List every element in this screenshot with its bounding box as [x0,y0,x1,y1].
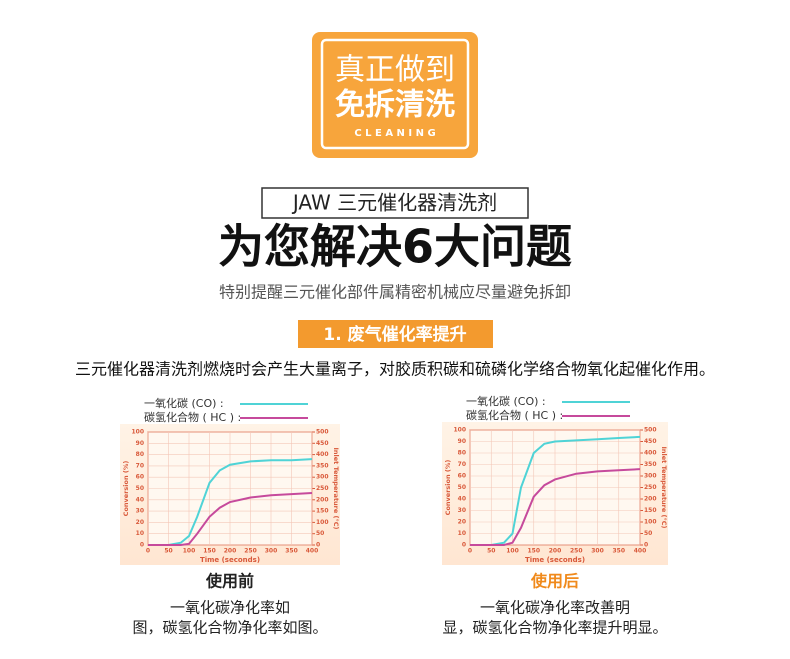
x-tick-label: 300 [265,548,278,555]
x-tick-label: 50 [164,548,172,555]
x-tick-label: 0 [146,548,150,555]
x-tick-label: 100 [506,548,519,555]
y-tick-label: 10 [458,530,466,537]
line-series [470,435,641,546]
x-tick-label: 400 [634,548,647,555]
y2-tick-label: 450 [644,438,657,445]
y2-tick-label: 150 [644,507,657,514]
x-tick-label: 400 [306,548,319,555]
y-tick-label: 20 [136,519,144,526]
x-tick-label: 300 [591,548,604,555]
chart-description: 一氧化碳净化率改善明 [480,599,630,617]
y2-tick-label: 200 [644,496,657,503]
y-tick-label: 80 [458,450,466,457]
y-tick-label: 20 [458,519,466,526]
y-axis-label: Conversion (%) [444,460,452,516]
note: 特别提醒三元催化部件属精密机械应尽量避免拆卸 [219,283,571,302]
y-axis-label: Conversion (%) [122,461,130,517]
section-description: 三元催化器清洗剂燃烧时会产生大量离子，对胶质积碳和硫磷化学络合物氧化起催化作用。 [75,360,715,379]
y-tick-label: 0 [462,542,466,549]
y2-tick-label: 350 [316,462,329,469]
x-tick-label: 150 [527,548,540,555]
y2-tick-label: 300 [316,474,329,481]
chart-description: 显，碳氢化合物净化率提升明显。 [442,619,667,637]
y2-tick-label: 150 [316,508,329,515]
x-tick-label: 50 [487,548,495,555]
chart-caption: 使用前 [205,572,254,591]
legend-label: 一氧化碳 (CO) : [466,394,546,408]
badge-line1: 真正做到 [335,53,455,88]
y2-axis-label: Inlet Temperature (°C) [660,446,668,528]
y2-tick-label: 100 [644,519,657,526]
chart-caption: 使用后 [530,572,579,591]
x-tick-label: 200 [224,548,237,555]
line-series [148,492,313,546]
y2-tick-label: 500 [644,427,657,434]
legend-label: 碳氢化合物 ( HC ) : [466,408,563,422]
y2-tick-label: 350 [644,461,657,468]
y2-tick-label: 400 [316,451,329,458]
line-series [148,458,313,546]
x-axis-label: Time (seconds) [200,556,260,564]
y2-axis-label: Inlet Temperature (°C) [332,447,340,529]
y-tick-label: 70 [458,461,466,468]
badge-subtitle: C L E A N I N G [354,128,435,139]
chart-description: 图，碳氢化合物净化率如图。 [132,619,327,637]
section-badge [298,320,493,348]
section-title: 1. 废气催化率提升 [323,324,466,345]
y-tick-label: 70 [136,462,144,469]
y-tick-label: 10 [136,530,144,537]
y2-tick-label: 50 [316,530,324,537]
x-tick-label: 350 [285,548,298,555]
y-tick-label: 50 [458,484,466,491]
y-tick-label: 30 [458,507,466,514]
x-tick-label: 250 [244,548,257,555]
x-axis-label: Time (seconds) [525,556,585,564]
y2-tick-label: 100 [316,519,329,526]
y-tick-label: 90 [136,440,144,447]
y2-tick-label: 0 [644,542,648,549]
y-tick-label: 40 [136,496,144,503]
badge-line2: 免拆清洗 [335,88,455,123]
badge-border [320,38,470,150]
x-tick-label: 200 [549,548,562,555]
y-tick-label: 60 [458,473,466,480]
y-tick-label: 30 [136,508,144,515]
x-tick-label: 100 [183,548,196,555]
y2-tick-label: 50 [644,530,652,537]
y2-tick-label: 200 [316,496,329,503]
x-tick-label: 150 [203,548,216,555]
legend-label: 碳氢化合物 ( HC ) : [144,410,241,424]
y-tick-label: 60 [136,474,144,481]
y2-tick-label: 250 [316,485,329,492]
chart-description: 一氧化碳净化率如 [170,599,290,617]
y-tick-label: 40 [458,496,466,503]
y2-tick-label: 0 [316,542,320,549]
legend-label: 一氧化碳 (CO) : [144,396,224,410]
y-tick-label: 90 [458,438,466,445]
y2-tick-label: 250 [644,484,657,491]
y2-tick-label: 300 [644,473,657,480]
y2-tick-label: 400 [644,450,657,457]
y-tick-label: 80 [136,451,144,458]
product-box [261,187,529,219]
y-tick-label: 50 [136,485,144,492]
y-tick-label: 0 [140,542,144,549]
line-series [470,468,641,546]
x-tick-label: 0 [468,548,472,555]
headline: 为您解决6大问题 [218,220,572,274]
product: JAW 三元催化器清洗剂 [291,191,497,215]
y2-tick-label: 450 [316,440,329,447]
y-tick-label: 100 [453,427,466,434]
x-tick-label: 350 [612,548,625,555]
badge [312,32,478,158]
x-tick-label: 250 [570,548,583,555]
y-tick-label: 100 [131,429,144,436]
y2-tick-label: 500 [316,429,329,436]
